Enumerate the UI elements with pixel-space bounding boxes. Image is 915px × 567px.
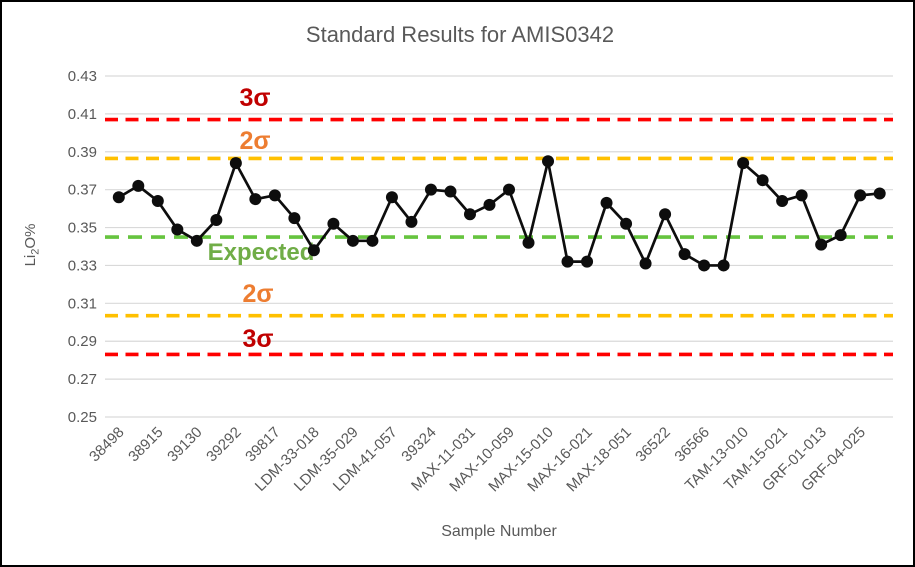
data-point	[854, 189, 867, 202]
y-tick-label: 0.35	[68, 220, 97, 237]
y-tick-label: 0.43	[68, 68, 97, 85]
y-tick-label: 0.31	[68, 295, 97, 312]
data-point	[620, 217, 633, 230]
data-point	[522, 236, 535, 249]
data-point	[190, 234, 203, 247]
y-tick-label: 0.33	[68, 257, 97, 274]
x-axis-title: Sample Number	[441, 523, 557, 540]
data-point	[268, 189, 281, 202]
control-limit-lines	[105, 117, 893, 357]
x-tick-label: 38915	[125, 424, 167, 466]
y-tick-label: 0.39	[68, 144, 97, 161]
data-point	[581, 255, 594, 268]
data-point	[366, 234, 379, 247]
data-point	[132, 179, 145, 192]
data-point	[307, 244, 320, 257]
data-point	[405, 215, 418, 228]
y-tick-label: 0.29	[68, 333, 97, 350]
data-point	[385, 191, 398, 204]
data-point	[444, 185, 457, 198]
data-point	[795, 189, 808, 202]
data-point	[229, 157, 242, 170]
data-point	[561, 255, 574, 268]
data-point	[483, 198, 496, 211]
y-axis-tick-labels: 0.43 0.41 0.39 0.37 0.35 0.33 0.31 0.29 0.27 0.25	[68, 68, 97, 426]
x-tick-label: 36522	[632, 424, 674, 466]
data-point	[815, 238, 828, 251]
data-point	[463, 208, 476, 221]
data-point	[600, 196, 613, 209]
y-tick-label: 0.37	[68, 182, 97, 199]
data-point	[834, 229, 847, 242]
data-point	[346, 234, 359, 247]
control-limit-labels: 3σ 2σ Expected 2σ 3σ	[208, 84, 315, 353]
data-point	[171, 223, 184, 236]
sigma3-upper-label: 3σ	[239, 84, 270, 112]
data-point	[659, 208, 672, 221]
data-point	[737, 157, 750, 170]
sigma2-lower-label: 2σ	[242, 280, 273, 308]
series-line	[117, 159, 882, 267]
data-point	[249, 193, 262, 206]
data-point	[424, 183, 437, 196]
gridlines	[105, 75, 893, 418]
data-point	[717, 259, 730, 272]
data-point	[327, 217, 340, 230]
sigma2-upper-label: 2σ	[239, 127, 270, 155]
y-tick-label: 0.27	[68, 371, 97, 388]
data-point	[873, 187, 886, 200]
data-point	[151, 195, 164, 208]
data-point	[678, 248, 691, 261]
data-point	[698, 259, 711, 272]
data-point	[639, 257, 652, 270]
data-point	[288, 212, 301, 225]
chart-title: Standard Results for AMIS0342	[306, 22, 614, 47]
data-point	[542, 155, 555, 168]
data-point	[756, 174, 769, 187]
y-axis-title: Li2O%	[22, 224, 42, 267]
expected-label: Expected	[208, 239, 315, 266]
x-tick-label: 38498	[86, 424, 128, 466]
data-point	[112, 191, 125, 204]
data-point	[210, 213, 223, 226]
x-tick-label: 39130	[164, 424, 206, 466]
sigma3-lower-label: 3σ	[242, 325, 273, 353]
x-axis-tick-labels: 3849838915391303929239817LDM-33-018LDM-3…	[86, 424, 869, 496]
x-tick-label: 39292	[203, 424, 245, 466]
y-tick-label: 0.25	[68, 409, 97, 426]
y-tick-label: 0.41	[68, 106, 97, 123]
data-point	[503, 183, 515, 196]
data-series	[112, 155, 886, 272]
data-point	[776, 195, 789, 208]
